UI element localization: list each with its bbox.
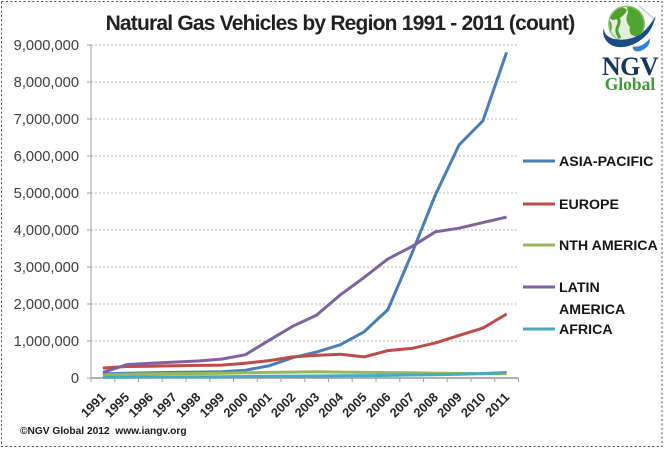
svg-text:7,000,000: 7,000,000	[14, 112, 79, 128]
svg-text:ASIA-PACIFIC: ASIA-PACIFIC	[559, 154, 653, 170]
svg-text:Natural Gas Vehicles by Region: Natural Gas Vehicles by Region 1991 - 20…	[106, 12, 575, 35]
svg-text:9,000,000: 9,000,000	[14, 38, 79, 54]
svg-text:5,000,000: 5,000,000	[14, 186, 79, 202]
svg-text:EUROPE: EUROPE	[559, 197, 619, 213]
svg-text:1,000,000: 1,000,000	[14, 334, 79, 350]
svg-text:©NGV Global 2012 www.iangv.or: ©NGV Global 2012 www.iangv.org	[20, 426, 187, 437]
svg-text:Global: Global	[605, 74, 656, 94]
svg-text:4,000,000: 4,000,000	[14, 223, 79, 239]
svg-text:8,000,000: 8,000,000	[14, 75, 79, 91]
svg-text:0: 0	[71, 371, 79, 387]
svg-text:LATIN: LATIN	[559, 280, 600, 296]
svg-text:6,000,000: 6,000,000	[14, 149, 79, 165]
svg-text:NGV: NGV	[602, 52, 659, 81]
svg-text:NTH AMERICA: NTH AMERICA	[559, 238, 658, 254]
svg-text:AFRICA: AFRICA	[559, 322, 613, 338]
svg-text:AMERICA: AMERICA	[559, 302, 625, 318]
svg-text:2,000,000: 2,000,000	[14, 297, 79, 313]
svg-text:3,000,000: 3,000,000	[14, 260, 79, 276]
